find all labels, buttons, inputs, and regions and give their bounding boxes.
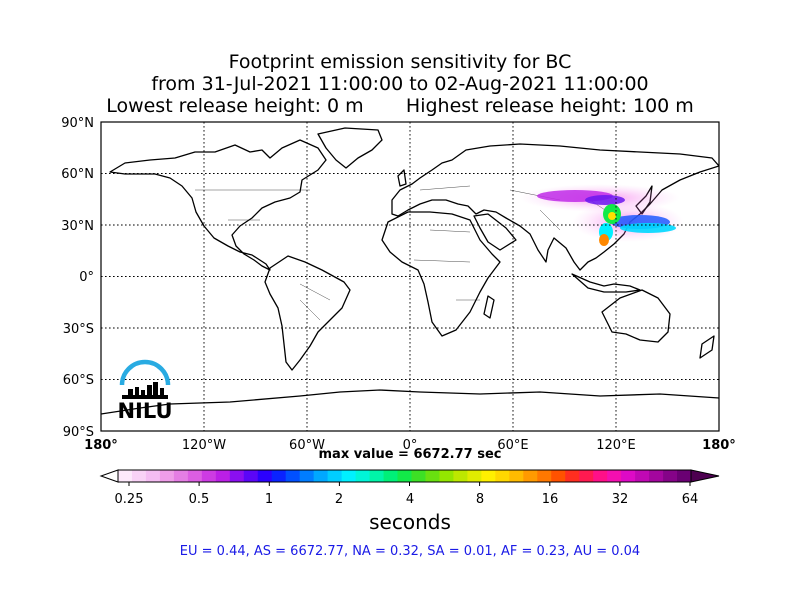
map-frame: [100, 121, 720, 432]
colorbar-tick-label: 64: [681, 492, 699, 507]
colorbar-tick-label: 0.5: [188, 492, 210, 507]
australia-outline: [601, 289, 671, 343]
lon-label-0: 0°: [403, 438, 418, 453]
map-plot-area: NILU: [101, 122, 719, 431]
logo-text: NILU: [117, 399, 172, 423]
colorbar-segment: [383, 470, 398, 482]
greenland-outline: [317, 127, 383, 169]
colorbar-segment: [243, 470, 259, 482]
lat-label-30s: 30°S: [63, 322, 94, 337]
lon-labels: 180° 120°W 60°W 0° 60°E 120°E 180°: [84, 438, 736, 453]
colorbar-segment: [159, 470, 175, 482]
madagascar-outline: [483, 295, 495, 319]
colorbar-segment: [215, 470, 231, 482]
colorbar-segment: [593, 470, 608, 482]
colorbar-segment: [229, 470, 245, 482]
colorbar-tick-label: 0.25: [114, 492, 144, 507]
lon-label-120e: 120°E: [596, 438, 636, 453]
colorbar-segment: [131, 470, 147, 482]
colorbar-segment: [565, 470, 580, 482]
colorbar-segment: [523, 470, 538, 482]
colorbar-low-arrow-icon: [99, 469, 119, 483]
uk-outline: [397, 169, 407, 187]
colorbar-segment: [411, 470, 426, 482]
colorbar-segment: [369, 470, 384, 482]
colorbar-tick-label: 8: [475, 492, 485, 507]
graticule: [101, 122, 719, 431]
africa-outline: [381, 211, 501, 337]
sensitivity-plume: [520, 184, 684, 246]
colorbar-segment: [201, 470, 217, 482]
colorbar-segment: [271, 470, 287, 482]
colorbar-segment: [173, 470, 189, 482]
colorbar-frame: [117, 469, 692, 483]
colorbar: [99, 469, 720, 486]
colorbar-segment: [285, 470, 301, 482]
lat-label-0: 0°: [79, 270, 94, 285]
lon-label-180w: 180°: [84, 438, 118, 453]
colorbar-segment: [299, 470, 315, 482]
lon-label-60e: 60°E: [497, 438, 528, 453]
colorbar-segment: [509, 470, 524, 482]
title-line-2: from 31-Jul-2021 11:00:00 to 02-Aug-2021…: [151, 73, 649, 95]
colorbar-segment: [663, 470, 678, 482]
eurasia-outline: [391, 143, 719, 271]
lat-label-30n: 30°N: [61, 219, 94, 234]
colorbar-segment: [677, 470, 692, 482]
lon-label-180e: 180°: [702, 438, 736, 453]
colorbar-units-label: seconds: [369, 510, 451, 534]
arabia-outline: [473, 213, 517, 251]
colorbar-segment: [327, 470, 343, 482]
colorbar-segment: [313, 470, 329, 482]
lat-label-90n: 90°N: [61, 116, 94, 131]
regional-stats-text: EU = 0.44, AS = 6672.77, NA = 0.32, SA =…: [179, 544, 641, 559]
new-zealand-outline: [699, 335, 715, 359]
colorbar-segment: [579, 470, 594, 482]
colorbar-segment: [257, 470, 273, 482]
colorbar-segment: [621, 470, 636, 482]
logo-skyline-icon: [122, 382, 168, 399]
colorbar-segment: [341, 470, 356, 482]
lat-label-60s: 60°S: [63, 373, 94, 388]
lat-labels: 90°N 60°N 30°N 0° 30°S 60°S 90°S: [61, 116, 94, 440]
south-america-outline: [264, 255, 351, 371]
lon-label-60w: 60°W: [289, 438, 325, 453]
colorbar-segment: [439, 470, 454, 482]
title-line-3: Lowest release height: 0 m Highest relea…: [106, 95, 694, 117]
title-line-1: Footprint emission sensitivity for BC: [228, 51, 572, 73]
colorbar-segment: [467, 470, 482, 482]
colorbar-segments: [118, 470, 692, 482]
indonesia-outline: [571, 273, 641, 293]
colorbar-segment: [551, 470, 566, 482]
colorbar-tick-label: 16: [541, 492, 559, 507]
colorbar-segment: [145, 470, 161, 482]
colorbar-segment: [649, 470, 664, 482]
colorbar-segment: [607, 470, 622, 482]
colorbar-segment: [397, 470, 412, 482]
colorbar-segment: [453, 470, 468, 482]
colorbar-high-arrow-icon: [690, 469, 720, 483]
logo-arc-icon: [119, 359, 171, 386]
lat-label-60n: 60°N: [61, 167, 94, 182]
max-value-label: max value = 6672.77 sec: [318, 447, 502, 462]
lat-label-90s: 90°S: [63, 425, 94, 440]
colorbar-tick-label: 1: [264, 492, 274, 507]
north-america-outline: [109, 139, 327, 271]
colorbar-segment: [495, 470, 510, 482]
antarctica-outline: [101, 389, 719, 415]
colorbar-tick-label: 2: [334, 492, 344, 507]
nilu-logo: NILU: [117, 359, 173, 423]
colorbar-segment: [118, 470, 133, 482]
colorbar-tick-label: 4: [405, 492, 415, 507]
colorbar-segment: [537, 470, 552, 482]
colorbar-segment: [425, 470, 440, 482]
lon-label-120w: 120°W: [182, 438, 226, 453]
colorbar-segment: [187, 470, 203, 482]
colorbar-segment: [355, 470, 370, 482]
colorbar-segment: [635, 470, 650, 482]
colorbar-segment: [481, 470, 496, 482]
colorbar-tick-label: 32: [611, 492, 629, 507]
